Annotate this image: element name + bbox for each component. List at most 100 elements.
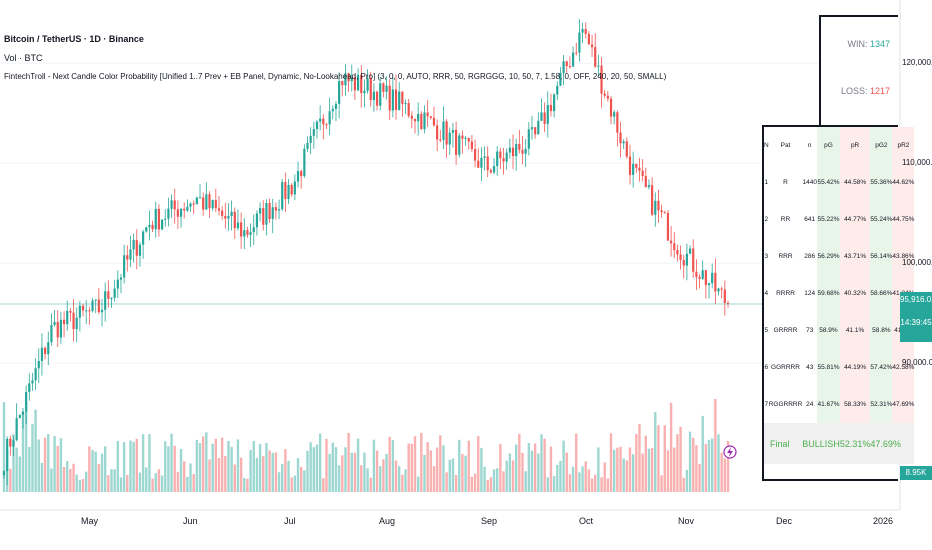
candle-body xyxy=(262,208,265,225)
candle-body xyxy=(69,310,72,313)
volume-tag: 8.95K xyxy=(900,466,932,480)
candle-body xyxy=(338,81,341,104)
candle-body xyxy=(398,91,401,110)
candle-body xyxy=(243,230,246,237)
candle-body xyxy=(167,208,170,219)
volume-bar xyxy=(480,447,483,492)
volume-bar xyxy=(432,466,436,492)
table-cell: 58.9% xyxy=(817,312,840,349)
volume-bar xyxy=(714,398,717,492)
candle-body xyxy=(707,283,711,286)
volume-bars xyxy=(2,398,730,492)
volume-bar xyxy=(407,443,410,492)
candle-body xyxy=(331,108,334,112)
candle-body xyxy=(575,52,578,54)
table-cell: 41.67% xyxy=(817,386,840,423)
volume-bar xyxy=(682,477,685,492)
candle-body xyxy=(319,118,322,122)
table-header-row: N Pat n pG pR pG2 pR2 xyxy=(764,127,915,164)
candle-body xyxy=(527,129,530,149)
volume-bar xyxy=(692,437,695,492)
candle-body xyxy=(609,98,613,117)
price-label: 100,000.00 xyxy=(902,258,932,267)
table-cell: 641 xyxy=(804,216,816,223)
time-label: Aug xyxy=(379,516,396,526)
volume-bar xyxy=(299,466,303,492)
candle-body xyxy=(353,77,357,91)
candle-body xyxy=(104,291,107,310)
volume-bar xyxy=(622,458,625,492)
volume-bar xyxy=(37,439,40,492)
candle-body xyxy=(15,418,18,441)
candle-body xyxy=(2,471,6,476)
volume-legend[interactable]: Vol · BTC xyxy=(4,53,43,63)
volume-bar xyxy=(543,438,546,492)
candle-body xyxy=(293,181,296,195)
candle-body xyxy=(717,288,720,292)
candle-body xyxy=(540,112,543,121)
volume-bar xyxy=(426,442,429,492)
table-cell: 44.75% xyxy=(892,201,915,238)
candle-body xyxy=(366,78,369,91)
volume-bar xyxy=(296,458,300,492)
candle-body xyxy=(75,317,78,330)
volume-bar xyxy=(666,450,670,492)
table-cell: 1440 xyxy=(802,179,817,186)
candle-body xyxy=(379,83,382,106)
volume-bar xyxy=(496,468,499,492)
table-cell: 58.66% xyxy=(870,275,893,312)
table-cell: 73 xyxy=(806,327,814,334)
volume-bar xyxy=(717,434,720,492)
volume-bar xyxy=(205,432,208,492)
indicator-legend[interactable]: FintechTroll - Next Candle Color Probabi… xyxy=(4,72,667,81)
volume-bar xyxy=(556,464,559,492)
candle-body xyxy=(94,299,97,301)
table-cell: 43.71% xyxy=(839,238,871,275)
final-direction: BULLISH xyxy=(802,423,840,464)
candle-body xyxy=(202,197,205,210)
candle-body xyxy=(480,157,483,168)
volume-bar xyxy=(584,461,587,492)
candle-body xyxy=(584,29,587,34)
volume-bar xyxy=(100,453,104,492)
alert-icon[interactable] xyxy=(723,445,737,459)
candle-body xyxy=(230,211,233,217)
candle-body xyxy=(176,209,179,217)
volume-bar xyxy=(420,432,423,492)
candle-body xyxy=(660,210,663,213)
candle-body xyxy=(594,47,597,67)
candle-body xyxy=(635,163,638,168)
candle-body xyxy=(559,72,562,86)
candle-body xyxy=(669,240,673,244)
candle-body xyxy=(37,360,40,369)
table-cell: 44.77% xyxy=(839,201,871,238)
volume-bar xyxy=(375,450,379,492)
volume-bar xyxy=(50,468,53,492)
candle-body xyxy=(59,319,63,338)
candle-body xyxy=(211,200,214,209)
volume-bar xyxy=(318,433,322,492)
volume-bar xyxy=(337,465,341,492)
table-row: 3 RRR 286 56.29% 43.71% 56.14% 43.86% xyxy=(764,238,915,275)
symbol-title[interactable]: Bitcoin / TetherUS · 1D · Binance xyxy=(4,34,144,44)
volume-bar xyxy=(372,439,376,492)
candle-body xyxy=(429,116,432,118)
volume-bar xyxy=(720,452,723,492)
volume-bar xyxy=(75,474,78,492)
win-row: WIN: 1347 xyxy=(847,39,890,49)
volume-bar xyxy=(325,438,328,492)
volume-bar xyxy=(685,469,689,492)
candle-body xyxy=(613,112,616,117)
candle-body xyxy=(483,156,486,158)
volume-bar xyxy=(255,457,259,492)
table-cell: 4 xyxy=(764,290,769,297)
table-cell: 59.68% xyxy=(817,275,840,312)
volume-bar xyxy=(28,447,31,492)
volume-bar xyxy=(609,433,613,492)
volume-bar xyxy=(107,475,110,492)
volume-bar xyxy=(416,476,420,492)
table-cell: 41.1% xyxy=(839,312,871,349)
win-loss-panel: WIN: 1347 LOSS: 1217 xyxy=(819,15,898,125)
